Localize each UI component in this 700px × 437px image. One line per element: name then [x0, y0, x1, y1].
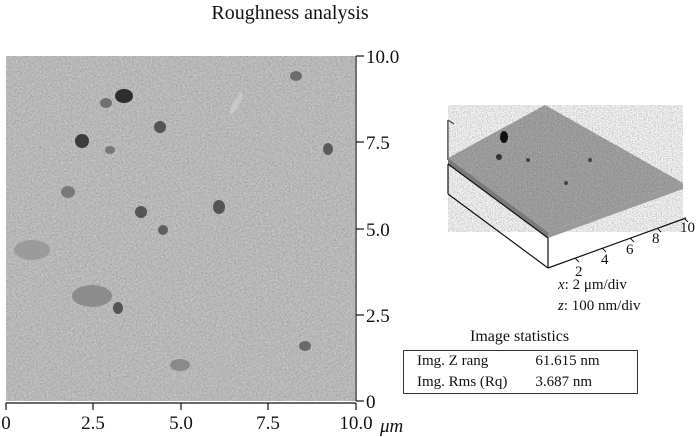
figure-title: Roughness analysis [211, 2, 369, 24]
stat-value: 61.615 nm [535, 353, 600, 369]
y-tick-label: 7.5 [366, 133, 390, 154]
x-scale-value: : 2 μm/div [564, 277, 627, 293]
surface-mesh [448, 105, 683, 232]
y-tick-label: 10.0 [366, 47, 399, 68]
height-map-image [6, 56, 355, 401]
x-tick-label: 10.0 [339, 413, 372, 434]
x-unit-label: μm [379, 416, 403, 437]
depth-tick-label: 2 [575, 264, 583, 280]
z-scale-var: z [558, 298, 564, 314]
statistics-title: Image statistics [470, 328, 570, 345]
x-scale-var: x [558, 277, 565, 293]
x-tick-label: 2.5 [81, 413, 105, 434]
stat-label: Img. Rms (Rq) [417, 374, 508, 390]
map-y-axis: 10.0 7.5 5.0 2.5 0 [355, 47, 399, 413]
z-scale-value: : 100 nm/div [563, 298, 641, 314]
depth-tick-label: 8 [652, 231, 660, 247]
x-tick-label: 5.0 [169, 413, 193, 434]
stat-label: Img. Z rang [417, 353, 489, 369]
y-tick-label: 0 [366, 392, 376, 413]
map-x-axis: 0 2.5 5.0 7.5 10.0 μm [1, 402, 403, 437]
surface-peak [500, 131, 508, 143]
x-tick-label: 0 [1, 413, 11, 434]
z-scale-note: z: 100 nm/div [558, 298, 641, 315]
x-scale-note: x: 2 μm/div [558, 277, 627, 294]
depth-tick-label: 4 [601, 252, 609, 268]
map-pits [14, 71, 333, 371]
depth-tick-label: 10 [680, 220, 695, 236]
x-tick-label: 7.5 [256, 413, 280, 434]
statistics-box [403, 350, 638, 394]
surface-3d-plot: 2 4 6 8 10 [447, 105, 695, 280]
statistics-table: Img. Z rang 61.615 nm Img. Rms (Rq) 3.68… [403, 350, 614, 393]
depth-tick-label: 6 [626, 242, 634, 258]
stat-value: 3.687 nm [535, 374, 593, 390]
table-row: Img. Z rang 61.615 nm [403, 350, 614, 372]
y-tick-label: 2.5 [366, 306, 390, 327]
table-row: Img. Rms (Rq) 3.687 nm [403, 372, 614, 393]
y-tick-label: 5.0 [366, 220, 390, 241]
